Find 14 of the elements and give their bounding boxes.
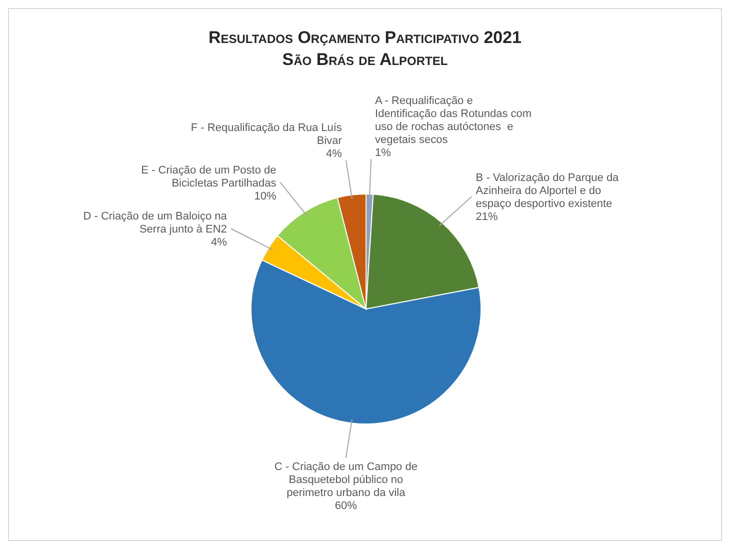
data-label: 4% bbox=[326, 148, 342, 160]
slice-label: E - Criação de um Posto de Bicicletas Partilhadas bbox=[141, 164, 277, 190]
slice-label: B - Valorização do Parque da Azinheira do Alportel e do espaço desportivo existente bbox=[476, 172, 620, 210]
slice-label: D - Criação de um Baloiço na Serra junto à EN2 bbox=[83, 210, 228, 236]
slice-label: C - Criação de um Campo de Basquetebol público no perimetro urbano da vila bbox=[274, 460, 418, 499]
data-label: 1% bbox=[375, 147, 392, 160]
slice-label: F - Requalificação da Rua Luís Bivar bbox=[190, 122, 342, 148]
chart-subtitle: São Brás de Alportel bbox=[281, 49, 449, 71]
chart-title: Resultados Orçamento Participativo 2021 bbox=[207, 27, 523, 49]
data-label: 10% bbox=[254, 190, 276, 202]
slice-label: A - Requalificação e Identificação das Rotundas com uso de rochas autóctones e vegetais secos bbox=[375, 95, 532, 146]
data-label: 4% bbox=[211, 236, 228, 249]
data-label: 60% bbox=[334, 500, 358, 512]
data-label: 21% bbox=[476, 210, 498, 223]
